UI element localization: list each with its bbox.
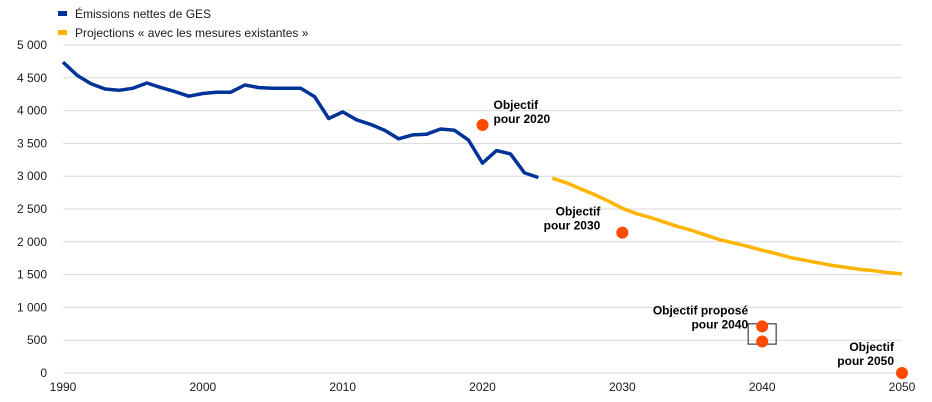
x-tick-label: 2030 [609, 380, 636, 394]
x-tick-label: 1990 [50, 380, 77, 394]
x-axis-ticks: 1990 2000 2010 2020 2030 2040 2050 [50, 380, 916, 394]
legend-swatch-projections [58, 30, 67, 35]
y-tick-label: 3 500 [17, 136, 47, 150]
target-annotation-label: Objectif [556, 205, 602, 219]
x-tick-label: 2010 [329, 380, 356, 394]
target-annotation-label: Objectif [494, 98, 540, 112]
legend-label-emissions: Émissions nettes de GES [75, 6, 212, 21]
y-tick-label: 5 000 [17, 38, 47, 52]
chart-legend: Émissions nettes de GES Projections « av… [58, 4, 308, 42]
gridlines [63, 44, 902, 374]
target-point [616, 226, 629, 239]
y-tick-label: 0 [40, 366, 47, 380]
y-axis-ticks: 0 500 1 000 1 500 2 000 2 500 3 000 3 500 4 000 4… [17, 38, 47, 380]
y-tick-label: 1 500 [17, 268, 47, 282]
target-point [756, 320, 769, 333]
target-annotation-label: pour 2030 [544, 219, 601, 233]
series-line-projections [551, 176, 903, 276]
x-tick-label: 2020 [469, 380, 496, 394]
legend-label-projections: Projections « avec les mesures existante… [75, 25, 309, 40]
target-point [756, 335, 769, 348]
target-annotation-label: pour 2020 [494, 112, 551, 126]
y-tick-label: 1 000 [17, 300, 47, 314]
target-point [896, 367, 908, 379]
legend-swatch-emissions [58, 11, 67, 16]
y-tick-label: 4 000 [17, 104, 47, 118]
target-point [476, 119, 489, 132]
y-tick-label: 2 500 [17, 202, 47, 216]
target-annotation-label: Objectif [849, 340, 895, 354]
x-tick-label: 2040 [749, 380, 776, 394]
x-tick-label: 2050 [889, 380, 916, 394]
legend-item-emissions: Émissions nettes de GES [58, 4, 308, 23]
x-tick-label: 2000 [189, 380, 216, 394]
target-annotation-label: Objectif proposé [653, 303, 749, 317]
series-lines [61, 60, 903, 276]
target-annotation-label: pour 2050 [837, 354, 894, 368]
y-tick-label: 3 000 [17, 169, 47, 183]
y-tick-label: 500 [27, 333, 47, 347]
series-line-emissions [61, 60, 539, 180]
target-points [476, 119, 908, 379]
legend-item-projections: Projections « avec les mesures existante… [58, 23, 308, 42]
y-tick-label: 4 500 [17, 71, 47, 85]
target-annotation-label: pour 2040 [691, 317, 748, 331]
y-tick-label: 2 000 [17, 235, 47, 249]
